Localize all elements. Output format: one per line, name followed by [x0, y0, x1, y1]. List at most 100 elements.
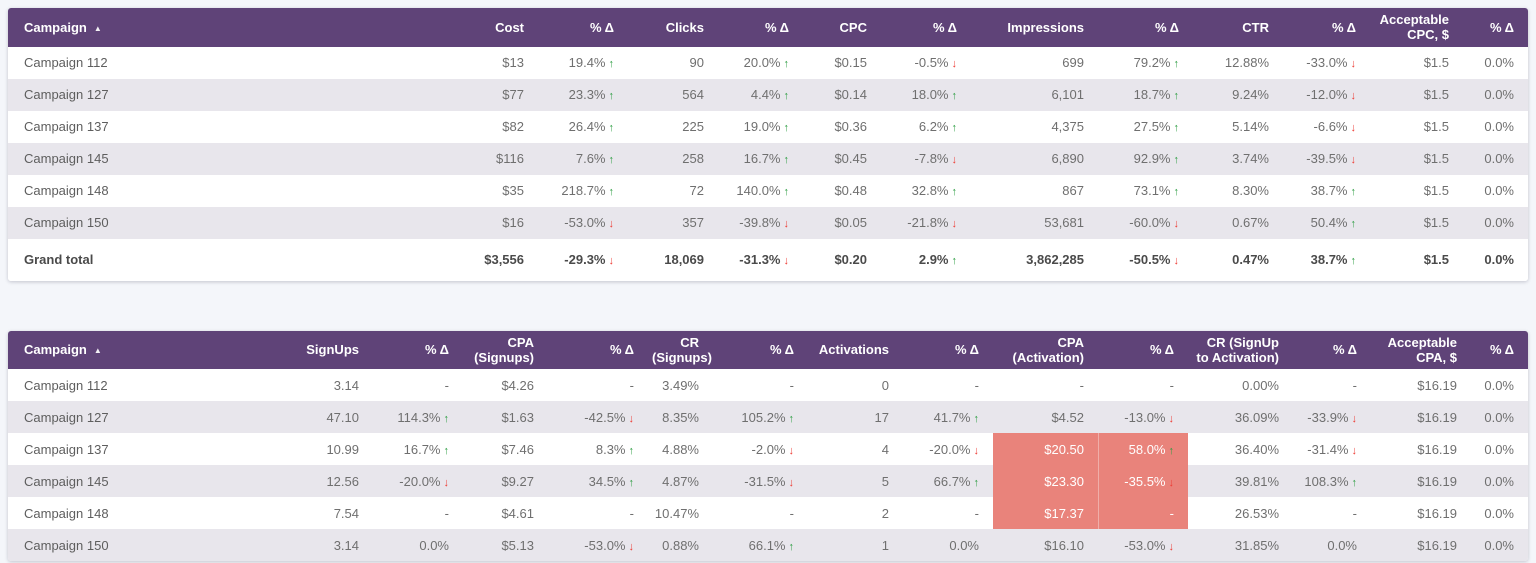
column-header-label: % Δ [1489, 19, 1514, 35]
cell-text: -50.5% [1129, 252, 1171, 268]
column-header-cpc-5[interactable]: CPC [803, 8, 881, 47]
column-header-pct-delta-4[interactable]: % Δ [548, 330, 648, 370]
column-header-pct-delta-4[interactable]: % Δ [718, 8, 803, 47]
cell-text: -21.8% [907, 215, 949, 231]
campaign-name: Campaign 150 [8, 529, 288, 562]
arrow-down-icon: ↓ [1168, 540, 1175, 553]
column-header-label: Impressions [1007, 19, 1084, 35]
cell-value: 4,375 [971, 111, 1098, 143]
cell-value: - [1293, 369, 1371, 401]
cell-value: 0.0% [1293, 529, 1371, 562]
cell-text: $1.5 [1423, 87, 1449, 103]
column-header-pct-delta-2[interactable]: % Δ [373, 330, 463, 370]
cell-value: 41.7% ↑ [903, 401, 993, 434]
cell-text: 72 [689, 183, 704, 199]
column-header-pct-delta-10[interactable]: % Δ [1098, 330, 1188, 370]
column-header-pct-delta-14[interactable]: % Δ [1471, 330, 1528, 370]
column-header-pct-delta-12[interactable]: % Δ [1293, 330, 1371, 370]
cell-value: 26.4% ↑ [538, 111, 628, 143]
cell-value: 0.0% [1471, 465, 1528, 498]
cell-value: 32.8% ↑ [881, 175, 971, 207]
cell-text: 7.54 [333, 505, 359, 521]
arrow-down-icon: ↓ [788, 444, 795, 457]
cell-text: -2.0% [751, 441, 786, 457]
campaign-name: Campaign 127 [8, 401, 288, 434]
cell-value: 0.0% [1463, 142, 1528, 175]
cell-text: $3,556 [484, 252, 524, 268]
column-header-acceptable-cpa-13[interactable]: Acceptable CPA, $ [1371, 330, 1471, 370]
cell-value: -50.5% ↓ [1098, 238, 1193, 281]
cell-text: -6.6% [1313, 119, 1348, 135]
column-header-pct-delta-8[interactable]: % Δ [903, 330, 993, 370]
arrow-up-icon: ↑ [783, 186, 790, 199]
cell-value: 564 [628, 78, 718, 111]
alert-cell: $23.30 [993, 465, 1098, 498]
column-header-pct-delta-8[interactable]: % Δ [1098, 8, 1193, 47]
column-header-activations-7[interactable]: Activations [808, 330, 903, 370]
cell-value: 867 [971, 175, 1098, 207]
column-header-ctr-9[interactable]: CTR [1193, 8, 1283, 47]
column-header-label: % Δ [1331, 19, 1356, 35]
arrow-up-icon: ↑ [1168, 444, 1175, 457]
cell-value: 92.9% ↑ [1098, 142, 1193, 175]
column-header-cost-1[interactable]: Cost [443, 8, 538, 47]
arrow-up-icon: ↑ [608, 58, 615, 71]
cell-value: $16.19 [1371, 529, 1471, 562]
cell-value: $4.26 [463, 369, 548, 401]
column-header-acceptable-cpc-11[interactable]: Acceptable CPC, $ [1370, 8, 1463, 47]
cell-text: 66.7% [933, 473, 971, 489]
cell-value: -20.0% ↓ [373, 465, 463, 498]
cell-value: 8.30% [1193, 175, 1283, 207]
column-header-cr-signup-to-activation-11[interactable]: CR (SignUp to Activation) [1188, 330, 1293, 370]
campaign-name: Campaign 127 [8, 78, 443, 111]
sort-ascending-icon: ▲ [93, 23, 102, 33]
arrow-down-icon: ↓ [628, 412, 635, 425]
cell-text: 34.5% [588, 473, 626, 489]
column-header-pct-delta-6[interactable]: % Δ [881, 8, 971, 47]
cell-value: 36.40% [1188, 433, 1293, 465]
column-header-impressions-7[interactable]: Impressions [971, 8, 1098, 47]
cell-text: 108.3% [1304, 473, 1349, 489]
cell-text: 0.0% [1484, 441, 1514, 457]
cell-value: - [993, 369, 1098, 401]
cell-value: -31.4% ↓ [1293, 433, 1371, 465]
column-header-cpa-activation-9[interactable]: CPA (Activation) [993, 330, 1098, 370]
cell-value: 3.49% [648, 369, 713, 401]
cell-text: 0.0% [1484, 409, 1514, 425]
cell-text: 0.0% [949, 537, 979, 553]
cell-text: -53.0% [584, 537, 626, 553]
cell-value: 38.7% ↑ [1283, 175, 1370, 207]
column-header-pct-delta-12[interactable]: % Δ [1463, 8, 1528, 47]
column-header-clicks-3[interactable]: Clicks [628, 8, 718, 47]
cell-value: - [903, 497, 993, 529]
cell-text: 16.7% [403, 441, 441, 457]
column-header-signups-1[interactable]: SignUps [288, 330, 373, 370]
arrow-down-icon: ↓ [1173, 218, 1180, 231]
cell-text: $5.13 [501, 537, 534, 553]
column-header-pct-delta-2[interactable]: % Δ [538, 8, 628, 47]
cell-text: -31.5% [744, 473, 786, 489]
cell-text: 12.88% [1224, 55, 1269, 71]
cell-value: 12.88% [1193, 47, 1283, 79]
column-header-campaign[interactable]: Campaign ▲ [8, 8, 443, 47]
column-header-pct-delta-10[interactable]: % Δ [1283, 8, 1370, 47]
cell-text: -35.5% [1124, 473, 1166, 489]
table-row: Campaign 150 $16 -53.0% ↓ 357 -39.8% ↓ $0.05 -21… [8, 206, 1528, 239]
cell-value: 0.0% [373, 529, 463, 562]
cell-value: -2.0% ↓ [713, 433, 808, 465]
cell-text: 6,101 [1051, 87, 1084, 103]
column-header-campaign[interactable]: Campaign ▲ [8, 330, 288, 370]
column-header-cpa-signups-3[interactable]: CPA (Signups) [463, 330, 548, 370]
column-header-pct-delta-6[interactable]: % Δ [713, 330, 808, 370]
cell-text: 41.7% [933, 409, 971, 425]
cell-value: $116 [443, 142, 538, 175]
column-header-label: % Δ [764, 19, 789, 35]
cell-value: -53.0% ↓ [548, 529, 648, 562]
arrow-up-icon: ↑ [788, 540, 795, 553]
column-header-label: % Δ [589, 19, 614, 35]
campaign-name: Campaign 112 [24, 55, 108, 71]
column-header-cr-signups-5[interactable]: CR (Signups) [648, 330, 713, 370]
arrow-up-icon: ↑ [951, 255, 958, 268]
cell-text: 564 [682, 87, 704, 103]
cell-value: 79.2% ↑ [1098, 47, 1193, 79]
